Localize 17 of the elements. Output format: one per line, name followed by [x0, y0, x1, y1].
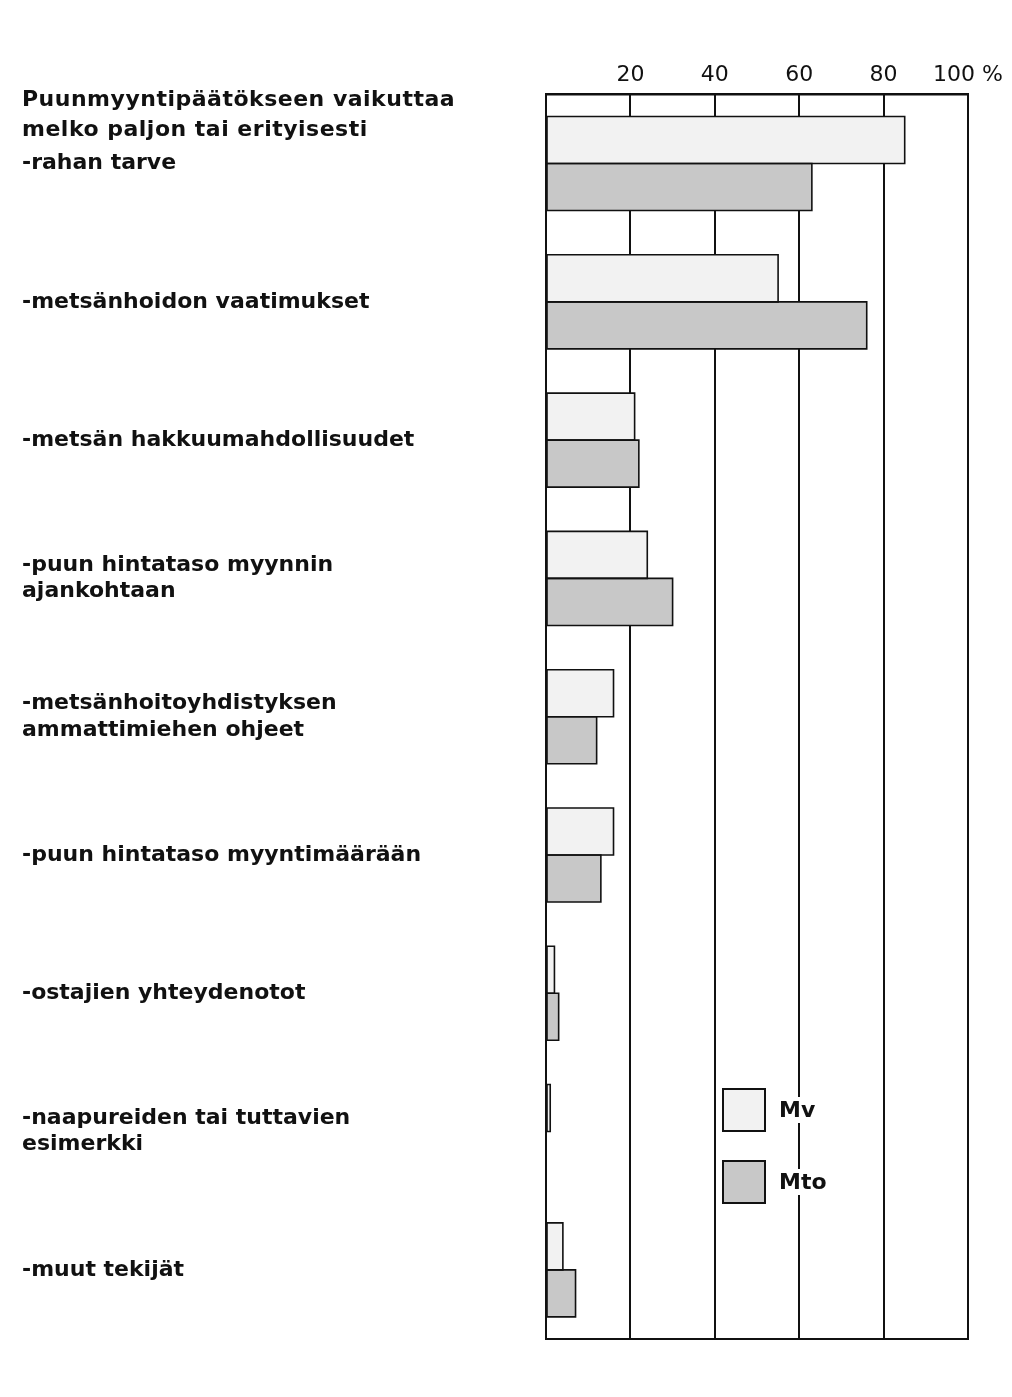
legend-label: Mto — [779, 1168, 827, 1194]
y-tick-label: -puun hintataso myyntimäärään — [22, 840, 422, 866]
y-tick-label: -naapureiden tai tuttavien esimerkki — [22, 1104, 351, 1156]
x-tick-label: 60 — [785, 60, 814, 86]
legend-label: Mv — [779, 1096, 816, 1122]
x-tick-label: 100 % — [933, 60, 1003, 86]
y-tick-label: -metsän hakkuumahdollisuudet — [22, 425, 415, 451]
x-tick-label: 20 — [616, 60, 645, 86]
y-tick-label: -rahan tarve — [22, 149, 177, 175]
y-tick-label: -metsänhoitoyhdistyksen ammattimiehen ohjeet — [22, 689, 337, 741]
y-tick-label: -ostajien yhteydenotot — [22, 979, 306, 1004]
x-tick-label: 80 — [869, 60, 898, 86]
y-tick-label: -metsänhoidon vaatimukset — [22, 287, 370, 313]
y-tick-label: -puun hintataso myynnin ajankohtaan — [22, 550, 334, 603]
x-tick-label: 40 — [700, 60, 729, 86]
y-tick-label: -muut tekijät — [22, 1255, 185, 1281]
text: Puunmyyntipäätökseen vaikuttaa melko paljon tai erityisesti — [22, 85, 457, 143]
